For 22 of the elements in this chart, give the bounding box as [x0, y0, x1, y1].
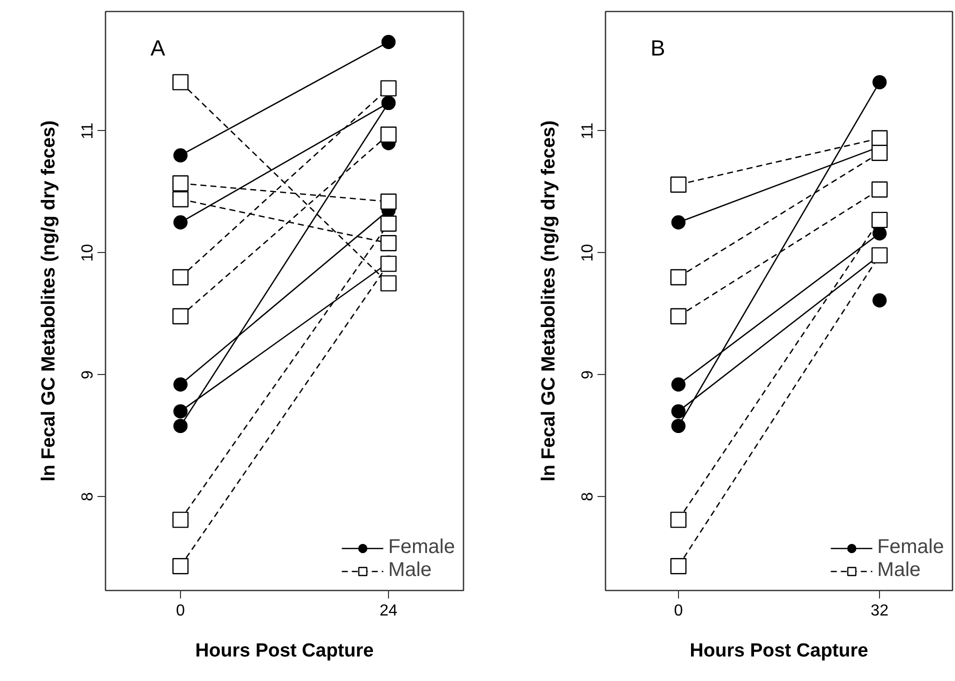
- x-tick-label: 32: [870, 602, 889, 620]
- legend-label: Female: [388, 536, 455, 559]
- x-axis-title: Hours Post Capture: [690, 640, 868, 662]
- y-axis-title: ln Fecal GC Metabolites (ng/g dry feces): [38, 120, 60, 482]
- y-tick-label: 10: [580, 244, 596, 262]
- x-tick-label: 0: [176, 602, 186, 620]
- y-tick-label: 9: [580, 370, 596, 380]
- y-tick-label: 8: [80, 492, 96, 502]
- y-tick-label: 10: [80, 244, 96, 262]
- y-tick-label: 9: [80, 370, 96, 380]
- annotation: A: [150, 36, 166, 60]
- x-tick-label: 0: [674, 602, 683, 620]
- y-tick-label: 11: [80, 122, 96, 140]
- y-tick-label: 11: [580, 122, 596, 140]
- y-axis-title: ln Fecal GC Metabolites (ng/g dry feces): [538, 120, 560, 482]
- legend-label: Female: [877, 536, 944, 559]
- legend-label: Male: [877, 559, 921, 582]
- legend-label: Male: [388, 559, 432, 582]
- y-tick-label: 8: [580, 492, 596, 502]
- x-axis-title: Hours Post Capture: [195, 640, 374, 662]
- x-tick-label: 24: [380, 602, 398, 620]
- annotation: B: [650, 36, 666, 60]
